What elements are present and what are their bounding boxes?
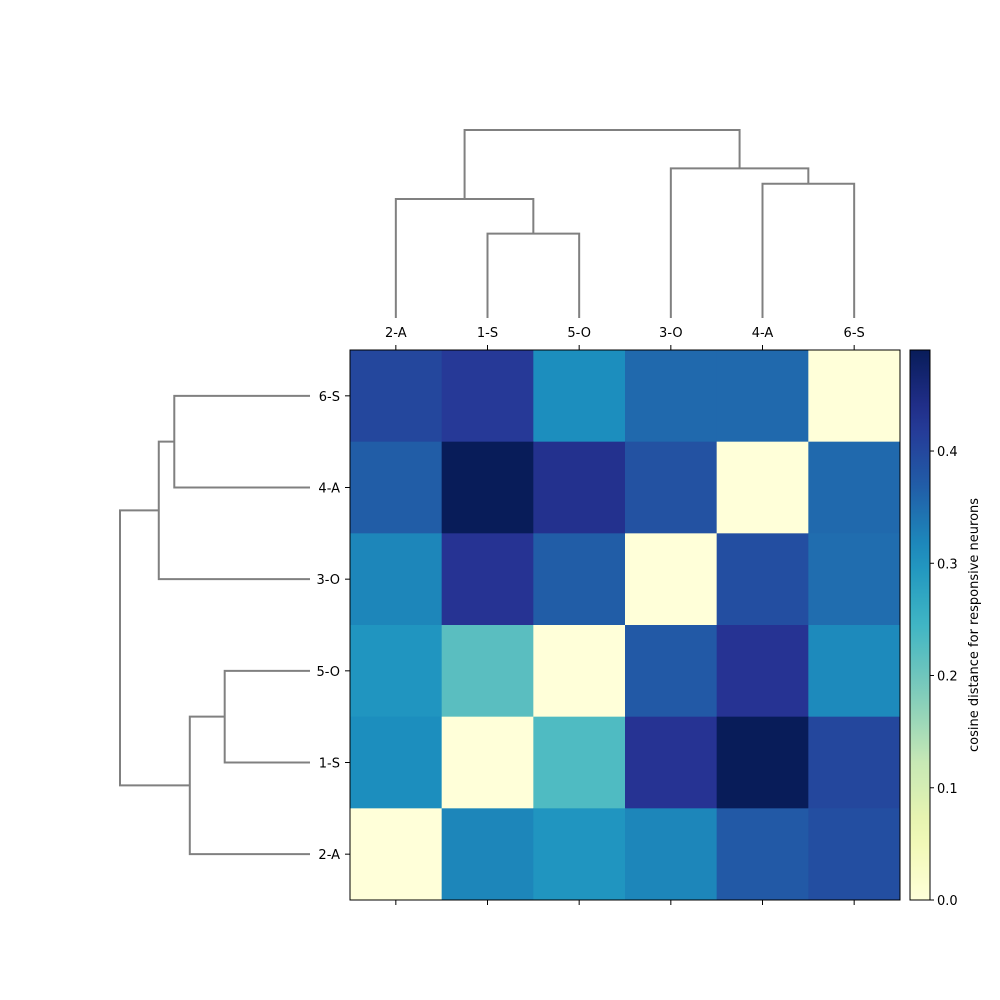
dendrogram-link [119,509,190,787]
colorbar-tick-label: 0.3 [937,557,958,572]
heatmap-cell [533,441,626,534]
col-tick-label: 3-O [659,326,683,341]
heatmap-cell [441,350,534,443]
heatmap-cell [533,350,626,443]
row-tick-label: 2-A [318,848,340,863]
row-tick-labels: 6-S 4-A 3-O 5-O 1-S 2-A [316,390,350,863]
heatmap-cell [441,441,534,534]
heatmap-cell [625,533,718,626]
heatmap-cell [808,533,901,626]
colorbar-bar [909,349,931,901]
colorbar-tick-label: 0.1 [937,782,958,797]
heatmap-cell [350,441,443,534]
heatmap-cell [716,808,809,901]
col-tick-label: 6-S [844,326,865,341]
heatmap-cell [533,625,626,718]
heatmap-cell [625,350,718,443]
row-tick-label: 3-O [316,573,340,588]
col-tick-label: 5-O [567,326,591,341]
heatmap-cell [716,441,809,534]
colorbar-label: cosine distance for responsive neurons [967,498,982,752]
heatmap-cell [441,533,534,626]
dendrogram-link [157,440,310,581]
dendrogram-link [486,232,581,318]
row-tick-label: 5-O [316,665,340,680]
top-dendrogram [394,129,856,318]
row-tick-label: 6-S [319,390,340,405]
heatmap-cell [350,350,443,443]
heatmap-cell [716,625,809,718]
heatmap-cell [716,350,809,443]
heatmap-cell [350,625,443,718]
dendrogram-link [188,715,310,856]
heatmap-cell [716,533,809,626]
colorbar-tick-label: 0.2 [937,670,958,685]
column-tick-labels: 2-A 1-S 5-O 3-O 4-A 6-S [385,326,865,905]
heatmap-cell [808,808,901,901]
col-tick-label: 1-S [477,326,498,341]
row-tick-label: 4-A [318,482,340,497]
heatmap-cell [441,625,534,718]
dendrogram-link [761,182,856,318]
col-tick-label: 2-A [385,326,407,341]
heatmap-cell [350,716,443,809]
dendrogram-link [463,129,741,200]
heatmap-cell [350,533,443,626]
colorbar: 0.0 0.1 0.2 0.3 0.4 [909,349,958,909]
dendrogram-link [669,167,810,318]
col-tick-label: 4-A [752,326,774,341]
left-dendrogram [119,394,310,856]
heatmap-frame [349,349,901,901]
heatmap-cell [533,533,626,626]
heatmap-cell [441,716,534,809]
heatmap-cell [808,716,901,809]
heatmap-cell [625,441,718,534]
heatmap-cell [533,716,626,809]
heatmap-cell [808,441,901,534]
heatmap-cell [533,808,626,901]
heatmap-cell [716,716,809,809]
row-tick-label: 1-S [319,757,340,772]
dendrogram-link [223,669,310,764]
heatmap-cell [808,350,901,443]
dendrogram-link [173,394,310,489]
dendrogram-link [394,198,535,318]
heatmap-cell [625,716,718,809]
heatmap-cell [808,625,901,718]
heatmap-cell [350,808,443,901]
colorbar-tick-label: 0.4 [937,445,958,460]
heatmap-cell [441,808,534,901]
heatmap-grid [349,349,901,901]
heatmap-cell [625,808,718,901]
colorbar-tick-label: 0.0 [937,894,958,909]
heatmap-cell [625,625,718,718]
